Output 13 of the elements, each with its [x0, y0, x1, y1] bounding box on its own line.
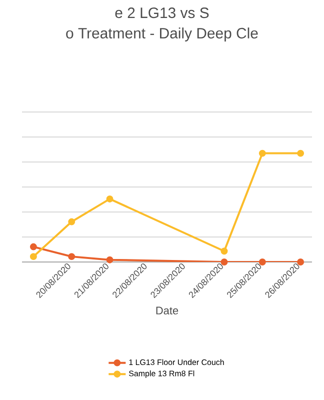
chart-title: e 2 LG13 vs S [115, 8, 209, 18]
point [297, 258, 304, 266]
point [220, 248, 228, 255]
point [30, 253, 37, 260]
point [106, 256, 114, 264]
point [258, 150, 266, 157]
point [68, 253, 76, 260]
x-axis-title: Date [156, 306, 178, 314]
point [30, 243, 37, 250]
chart-subtitle: o Treatment - Daily Deep Cle [66, 28, 258, 42]
point [68, 218, 76, 226]
point [106, 195, 114, 202]
point [297, 150, 304, 157]
